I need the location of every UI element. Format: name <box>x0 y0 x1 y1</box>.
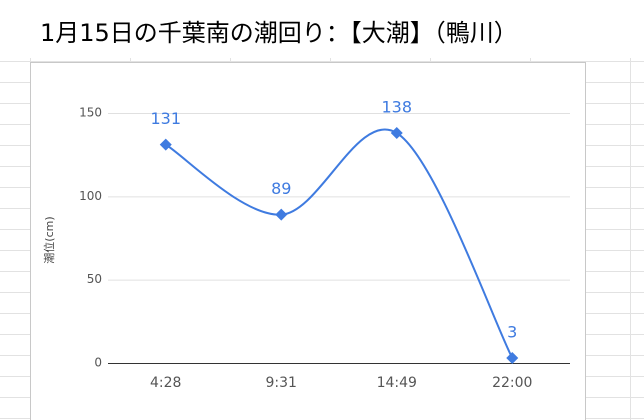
point-marker <box>159 138 172 151</box>
y-tick-label: 150 <box>79 106 102 120</box>
x-tick-label: 9:31 <box>266 375 297 391</box>
chart-area <box>30 62 586 420</box>
point-marker <box>506 352 519 364</box>
x-tick-label: 4:28 <box>150 375 181 391</box>
y-tick-label: 0 <box>94 356 102 370</box>
data-label: 89 <box>271 179 291 198</box>
x-tick-label: 22:00 <box>492 375 532 391</box>
data-label: 3 <box>507 323 517 342</box>
point-marker <box>390 127 403 139</box>
data-label: 138 <box>381 98 412 117</box>
line <box>165 128 514 359</box>
chart-title: 1月15日の千葉南の潮回り：【大潮】（鴨川） <box>40 19 518 47</box>
x-tick-label: 14:49 <box>377 375 417 391</box>
y-tick-label: 50 <box>87 272 102 286</box>
y-tick-label: 100 <box>79 189 102 203</box>
data-label: 131 <box>150 109 181 128</box>
title-cell <box>0 0 644 58</box>
point-marker <box>275 208 288 221</box>
y-axis-label: 潮位(cm) <box>42 216 56 263</box>
